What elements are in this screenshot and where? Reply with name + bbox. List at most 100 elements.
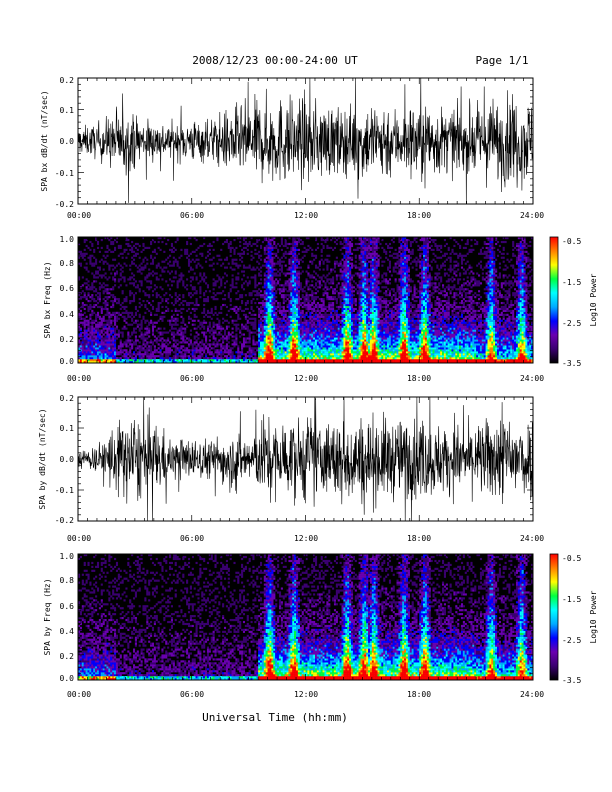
spectrogram-cell: [212, 347, 215, 350]
spectrogram-cell: [189, 353, 192, 356]
spectrogram-cell: [146, 262, 149, 265]
spectrogram-cell: [275, 355, 278, 358]
spectrogram-cell: [155, 286, 158, 289]
spectrogram-cell: [246, 282, 249, 285]
spectrogram-cell: [318, 345, 321, 348]
spectrogram-cell: [335, 298, 338, 301]
spectrogram-cell: [184, 252, 187, 255]
spectrogram-cell: [292, 276, 295, 279]
spectrogram-cell: [91, 357, 94, 360]
spectrogram-cell: [189, 311, 192, 314]
spectrogram-cell: [305, 341, 308, 344]
spectrogram-cell: [87, 270, 90, 273]
spectrogram-cell: [174, 347, 177, 350]
spectrogram-cell: [150, 351, 153, 354]
spectrogram-cell: [242, 242, 246, 246]
spectrogram-cell: [229, 349, 232, 352]
spectrogram-cell: [307, 244, 310, 248]
spectrogram-cell: [155, 292, 158, 295]
spectrogram-cell: [79, 345, 82, 348]
spectrogram-cell: [260, 311, 263, 314]
spectrogram-cell: [301, 260, 304, 263]
spectrogram-cell: [335, 347, 338, 350]
spectrogram-cell: [180, 254, 183, 257]
spectrogram-cell: [280, 290, 283, 293]
spectrogram-cell: [206, 250, 210, 253]
spectrogram-cell: [280, 341, 283, 344]
spectrogram-cell: [227, 331, 230, 334]
spectrogram-cell: [278, 325, 282, 328]
spectrogram-cell: [182, 353, 185, 356]
spectrogram-cell: [148, 294, 151, 297]
spectrogram-cell: [332, 301, 335, 305]
spectrogram-cell: [167, 337, 170, 340]
spectrogram-cell: [148, 361, 151, 364]
spectrogram-cell: [351, 351, 354, 354]
spectrogram-cell: [260, 355, 263, 358]
spectrogram-cell: [339, 355, 342, 358]
spectrogram-cell: [269, 301, 272, 305]
spectrogram-cell: [296, 325, 299, 328]
spectrogram-cell: [322, 260, 325, 263]
spectrogram-cell: [121, 331, 124, 334]
spectrogram-cell: [265, 288, 268, 291]
spectrogram-cell: [343, 357, 346, 360]
spectrogram-cell: [125, 349, 128, 352]
spectrogram-cell: [132, 353, 136, 356]
spectrogram-cell: [214, 305, 217, 309]
spectrogram-cell: [115, 351, 119, 354]
spectrogram-cell: [225, 343, 228, 346]
spectrogram-cell: [347, 311, 350, 314]
spectrogram-cell: [199, 290, 202, 293]
spectrogram-cell: [267, 274, 270, 277]
spectrogram-cell: [172, 361, 175, 364]
spectrogram-cell: [343, 359, 346, 362]
bx-dbdt-xtick-3: 18:00: [407, 211, 431, 220]
spectrogram-cell: [309, 353, 312, 356]
spectrogram-cell: [180, 315, 183, 318]
spectrogram-cell: [132, 282, 136, 285]
spectrogram-cell: [260, 323, 263, 326]
spectrogram-cell: [333, 260, 337, 263]
spectrogram-cell: [123, 325, 126, 328]
spectrogram-cell: [78, 345, 81, 348]
spectrogram-cell: [267, 319, 270, 322]
spectrogram-cell: [174, 341, 177, 344]
spectrogram-cell: [313, 323, 316, 326]
spectrogram-cell: [81, 359, 84, 362]
spectrogram-cell: [193, 313, 196, 316]
spectrogram-cell: [169, 272, 172, 275]
spectrogram-cell: [210, 244, 213, 248]
spectrogram-cell: [180, 335, 183, 338]
spectrogram-cell: [309, 317, 312, 320]
spectrogram-cell: [294, 242, 297, 246]
spectrogram-cell: [303, 319, 306, 322]
spectrogram-cell: [134, 341, 137, 344]
spectrogram-cell: [290, 258, 293, 261]
spectrogram-cell: [229, 315, 232, 318]
spectrogram-cell: [290, 311, 293, 314]
spectrogram-cell: [91, 329, 94, 332]
spectrogram-cell: [212, 355, 215, 358]
spectrogram-cell: [311, 298, 314, 301]
spectrogram-cell: [178, 355, 181, 358]
spectrogram-cell: [303, 305, 306, 309]
spectrogram-cell: [115, 359, 119, 362]
spectrogram-cell: [328, 325, 331, 328]
spectrogram-cell: [296, 290, 299, 293]
spectrogram-cell: [172, 264, 175, 267]
spectrogram-cell: [294, 246, 297, 250]
spectrogram-cell: [199, 286, 202, 289]
spectrogram-cell: [267, 282, 270, 285]
spectrogram-cell: [159, 331, 162, 334]
spectrogram-cell: [301, 347, 304, 350]
spectrogram-cell: [282, 337, 285, 340]
spectrogram-cell: [195, 290, 198, 293]
spectrogram-cell: [290, 301, 293, 305]
spectrogram-cell: [246, 341, 249, 344]
spectrogram-cell: [316, 303, 319, 307]
spectrogram-cell: [85, 244, 88, 248]
spectrogram-cell: [85, 355, 88, 358]
spectrogram-cell: [131, 339, 134, 342]
spectrogram-cell: [150, 272, 153, 275]
